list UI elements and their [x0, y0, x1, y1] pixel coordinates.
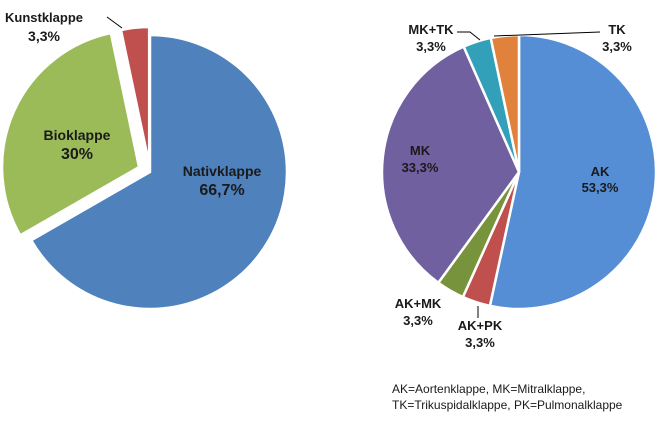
slice-label-tk: TK — [608, 22, 626, 37]
slice-bioklappe — [0, 31, 141, 238]
slice-value-tk: 3,3% — [602, 39, 632, 54]
pie-chart-valve-type: Nativklappe 66,7% Bioklappe 30% Kunstklappe 3… — [0, 10, 289, 311]
footnote-line-2: TK=Trikuspidalklappe, PK=Pulmonalklappe — [392, 398, 623, 412]
leader-line-mk-tk — [457, 31, 481, 41]
slice-value-nativklappe: 66,7% — [199, 182, 244, 199]
slice-label-ak: AK — [591, 164, 610, 179]
slice-label-ak-mk: AK+MK — [395, 296, 442, 311]
leader-line-tk — [493, 31, 601, 37]
slice-label-kunstklappe: Kunstklappe — [5, 10, 83, 25]
slice-label-nativklappe: Nativklappe — [183, 163, 262, 179]
slice-mk — [380, 45, 521, 285]
slice-value-ak: 53,3% — [582, 180, 619, 195]
slice-value-bioklappe: 30% — [61, 146, 93, 163]
slice-value-mk: 33,3% — [402, 160, 439, 175]
slice-kunstklappe — [119, 25, 151, 165]
abbreviation-footnote: AK=Aortenklappe, MK=Mitralklappe, TK=Tri… — [392, 381, 622, 413]
slice-label-bioklappe: Bioklappe — [44, 127, 111, 143]
leader-line-kunstklappe — [106, 16, 123, 29]
footnote-line-1: AK=Aortenklappe, MK=Mitralklappe, — [392, 382, 586, 396]
slice-value-ak-pk: 3,3% — [465, 335, 495, 350]
slice-value-ak-mk: 3,3% — [403, 313, 433, 328]
slice-label-ak-pk: AK+PK — [458, 318, 503, 333]
slice-label-mk: MK — [410, 143, 431, 158]
slice-value-kunstklappe: 3,3% — [28, 28, 60, 44]
slice-ak — [488, 33, 658, 311]
slice-nativklappe — [29, 33, 289, 311]
slice-value-mk-tk: 3,3% — [416, 39, 446, 54]
slice-label-mk-tk: MK+TK — [408, 22, 454, 37]
